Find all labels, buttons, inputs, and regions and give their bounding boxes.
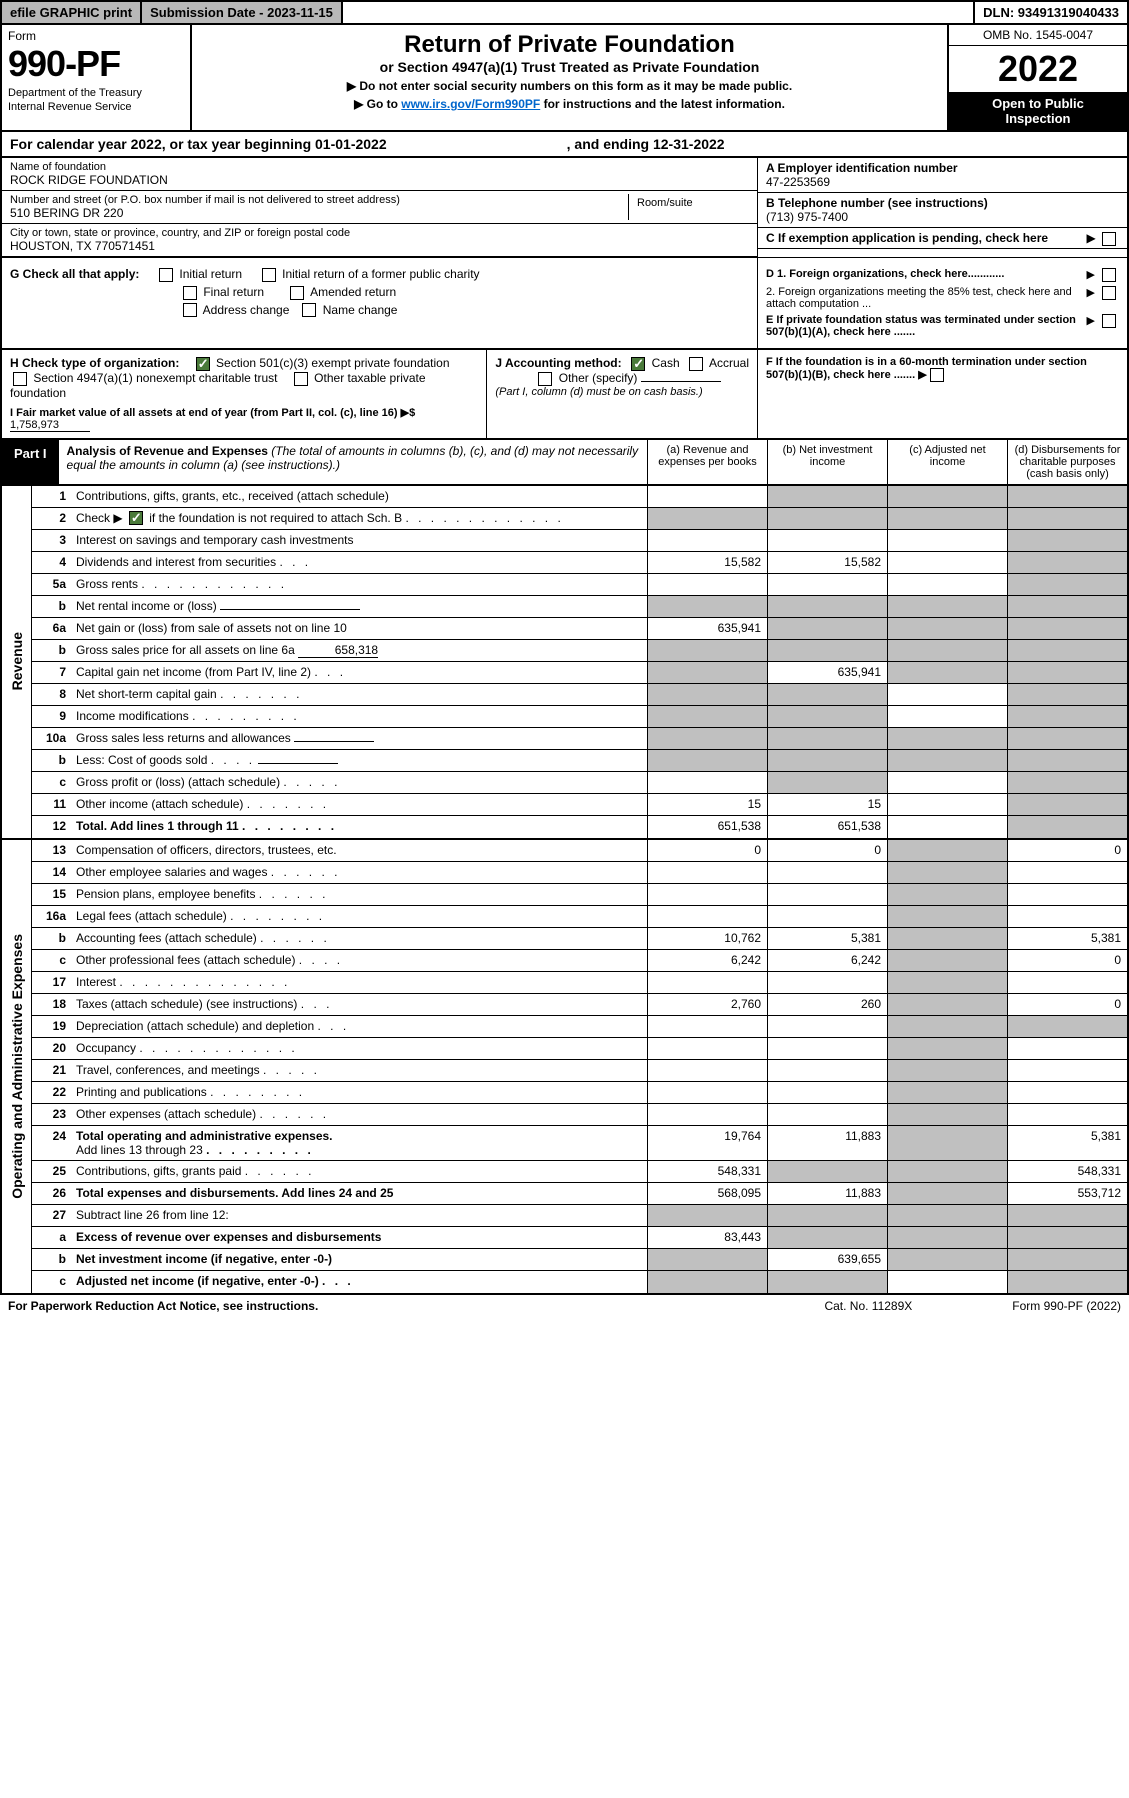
page-footer: For Paperwork Reduction Act Notice, see … <box>0 1295 1129 1317</box>
exemption-cell: C If exemption application is pending, c… <box>758 228 1127 249</box>
exemption-checkbox[interactable] <box>1102 232 1116 246</box>
foreign-85-checkbox[interactable] <box>1102 286 1116 300</box>
header-left: Form 990-PF Department of the Treasury I… <box>2 25 192 130</box>
dept-irs: Internal Revenue Service <box>8 101 184 113</box>
initial-return-checkbox[interactable] <box>159 268 173 282</box>
accrual-checkbox[interactable] <box>689 357 703 371</box>
cash-checkbox[interactable] <box>631 357 645 371</box>
check-section-g: G Check all that apply: Initial return I… <box>0 257 1129 350</box>
top-bar: efile GRAPHIC print Submission Date - 20… <box>0 0 1129 25</box>
col-a-header: (a) Revenue and expenses per books <box>647 440 767 484</box>
address-change-checkbox[interactable] <box>183 303 197 317</box>
instruction-2: ▶ Go to www.irs.gov/Form990PF for instru… <box>198 97 941 111</box>
revenue-table: Revenue 1Contributions, gifts, grants, e… <box>0 486 1129 840</box>
col-d-header: (d) Disbursements for charitable purpose… <box>1007 440 1127 484</box>
expenses-table: Operating and Administrative Expenses 13… <box>0 840 1129 1295</box>
phone-cell: B Telephone number (see instructions) (7… <box>758 193 1127 228</box>
j-section: J Accounting method: Cash Accrual Other … <box>486 350 757 438</box>
fmv-value: 1,758,973 <box>10 419 90 432</box>
foreign-org-checkbox[interactable] <box>1102 268 1116 282</box>
header-right: OMB No. 1545-0047 2022 Open to Public In… <box>947 25 1127 130</box>
inspection-notice: Open to Public Inspection <box>949 92 1127 130</box>
city-cell: City or town, state or province, country… <box>2 224 757 257</box>
part1-header: Part I Analysis of Revenue and Expenses … <box>0 440 1129 486</box>
catalog-number: Cat. No. 11289X <box>824 1299 912 1313</box>
info-right: A Employer identification number 47-2253… <box>757 158 1127 257</box>
submission-date: Submission Date - 2023-11-15 <box>142 2 343 23</box>
info-left: Name of foundation ROCK RIDGE FOUNDATION… <box>2 158 757 257</box>
name-change-checkbox[interactable] <box>302 303 316 317</box>
501c3-checkbox[interactable] <box>196 357 210 371</box>
form-number: 990-PF <box>8 43 184 85</box>
dept-treasury: Department of the Treasury <box>8 87 184 99</box>
form-label: Form <box>8 29 184 43</box>
address-cell: Number and street (or P.O. box number if… <box>2 191 757 224</box>
col-c-header: (c) Adjusted net income <box>887 440 1007 484</box>
expenses-side-label: Operating and Administrative Expenses <box>2 840 32 1293</box>
hij-section: H Check type of organization: Section 50… <box>0 350 1129 440</box>
dln-label: DLN: 93491319040433 <box>973 2 1127 23</box>
final-return-checkbox[interactable] <box>183 286 197 300</box>
ein-cell: A Employer identification number 47-2253… <box>758 158 1127 193</box>
amended-return-checkbox[interactable] <box>290 286 304 300</box>
part1-desc: Analysis of Revenue and Expenses (The to… <box>59 440 647 484</box>
other-taxable-checkbox[interactable] <box>294 372 308 386</box>
revenue-side-label: Revenue <box>2 486 32 838</box>
schb-checkbox[interactable] <box>129 511 143 525</box>
column-headers: (a) Revenue and expenses per books (b) N… <box>647 440 1127 484</box>
initial-former-checkbox[interactable] <box>262 268 276 282</box>
other-method-checkbox[interactable] <box>538 372 552 386</box>
calendar-year-row: For calendar year 2022, or tax year begi… <box>0 132 1129 158</box>
60month-checkbox[interactable] <box>930 368 944 382</box>
form-subtitle: or Section 4947(a)(1) Trust Treated as P… <box>198 59 941 75</box>
info-section: Name of foundation ROCK RIDGE FOUNDATION… <box>0 158 1129 257</box>
d-checks: D 1. Foreign organizations, check here..… <box>757 258 1127 348</box>
efile-label: efile GRAPHIC print <box>2 2 142 23</box>
4947-checkbox[interactable] <box>13 372 27 386</box>
part1-label: Part I <box>2 440 59 484</box>
irs-link[interactable]: www.irs.gov/Form990PF <box>401 97 540 111</box>
form-reference: Form 990-PF (2022) <box>1012 1299 1121 1313</box>
g-checks: G Check all that apply: Initial return I… <box>2 258 757 348</box>
paperwork-notice: For Paperwork Reduction Act Notice, see … <box>8 1299 318 1313</box>
terminated-checkbox[interactable] <box>1102 314 1116 328</box>
tax-year: 2022 <box>949 46 1127 92</box>
form-header: Form 990-PF Department of the Treasury I… <box>0 25 1129 132</box>
h-section: H Check type of organization: Section 50… <box>2 350 486 438</box>
f-section: F If the foundation is in a 60-month ter… <box>757 350 1127 438</box>
form-title: Return of Private Foundation <box>198 31 941 59</box>
col-b-header: (b) Net investment income <box>767 440 887 484</box>
omb-number: OMB No. 1545-0047 <box>949 25 1127 46</box>
foundation-name-cell: Name of foundation ROCK RIDGE FOUNDATION <box>2 158 757 191</box>
instruction-1: ▶ Do not enter social security numbers o… <box>198 79 941 93</box>
header-center: Return of Private Foundation or Section … <box>192 25 947 130</box>
